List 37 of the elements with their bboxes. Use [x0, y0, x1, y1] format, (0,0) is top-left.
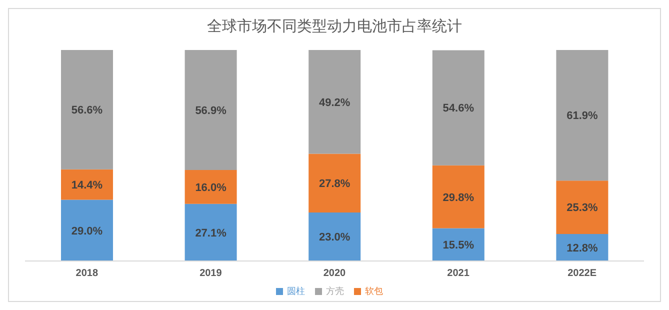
bar: [61, 200, 113, 261]
data-label: 14.4%: [71, 180, 103, 192]
data-label: 15.5%: [442, 240, 474, 252]
data-label: 27.8%: [319, 178, 350, 190]
data-label: 29.0%: [71, 225, 103, 238]
legend-label: 软包: [365, 286, 383, 296]
data-label: 61.9%: [566, 110, 598, 122]
legend-label: 方壳: [326, 286, 344, 296]
data-label: 49.2%: [319, 96, 350, 109]
bar: [184, 50, 237, 170]
bar: [184, 170, 237, 204]
data-label: 27.1%: [195, 227, 227, 240]
legend-label: 圆柱: [287, 286, 305, 296]
bar: [61, 169, 113, 200]
chart-title: 全球市场不同类型动力电池市占率统计: [206, 17, 463, 36]
x-tick-label: 2020: [323, 268, 346, 280]
data-label: 16.0%: [195, 182, 227, 194]
x-tick-label: 2022E: [568, 268, 597, 280]
bar: [432, 165, 484, 228]
x-tick-label: 2019: [200, 268, 222, 280]
bar: [308, 212, 361, 261]
x-tick-label: 2018: [76, 268, 98, 280]
bar: [432, 50, 484, 166]
data-label: 23.0%: [319, 232, 350, 244]
data-label: 54.6%: [442, 102, 474, 115]
bar: [556, 180, 608, 234]
bar: [184, 204, 237, 261]
data-label: 56.6%: [71, 104, 103, 117]
data-label: 25.3%: [566, 202, 598, 214]
x-tick-label: 2021: [447, 268, 470, 280]
data-label: 56.9%: [195, 104, 227, 117]
bar: [308, 154, 361, 212]
bar: [61, 50, 113, 170]
data-label: 29.8%: [442, 192, 474, 204]
bar: [308, 50, 361, 154]
bar: [556, 50, 608, 181]
data-label: 12.8%: [566, 242, 598, 254]
